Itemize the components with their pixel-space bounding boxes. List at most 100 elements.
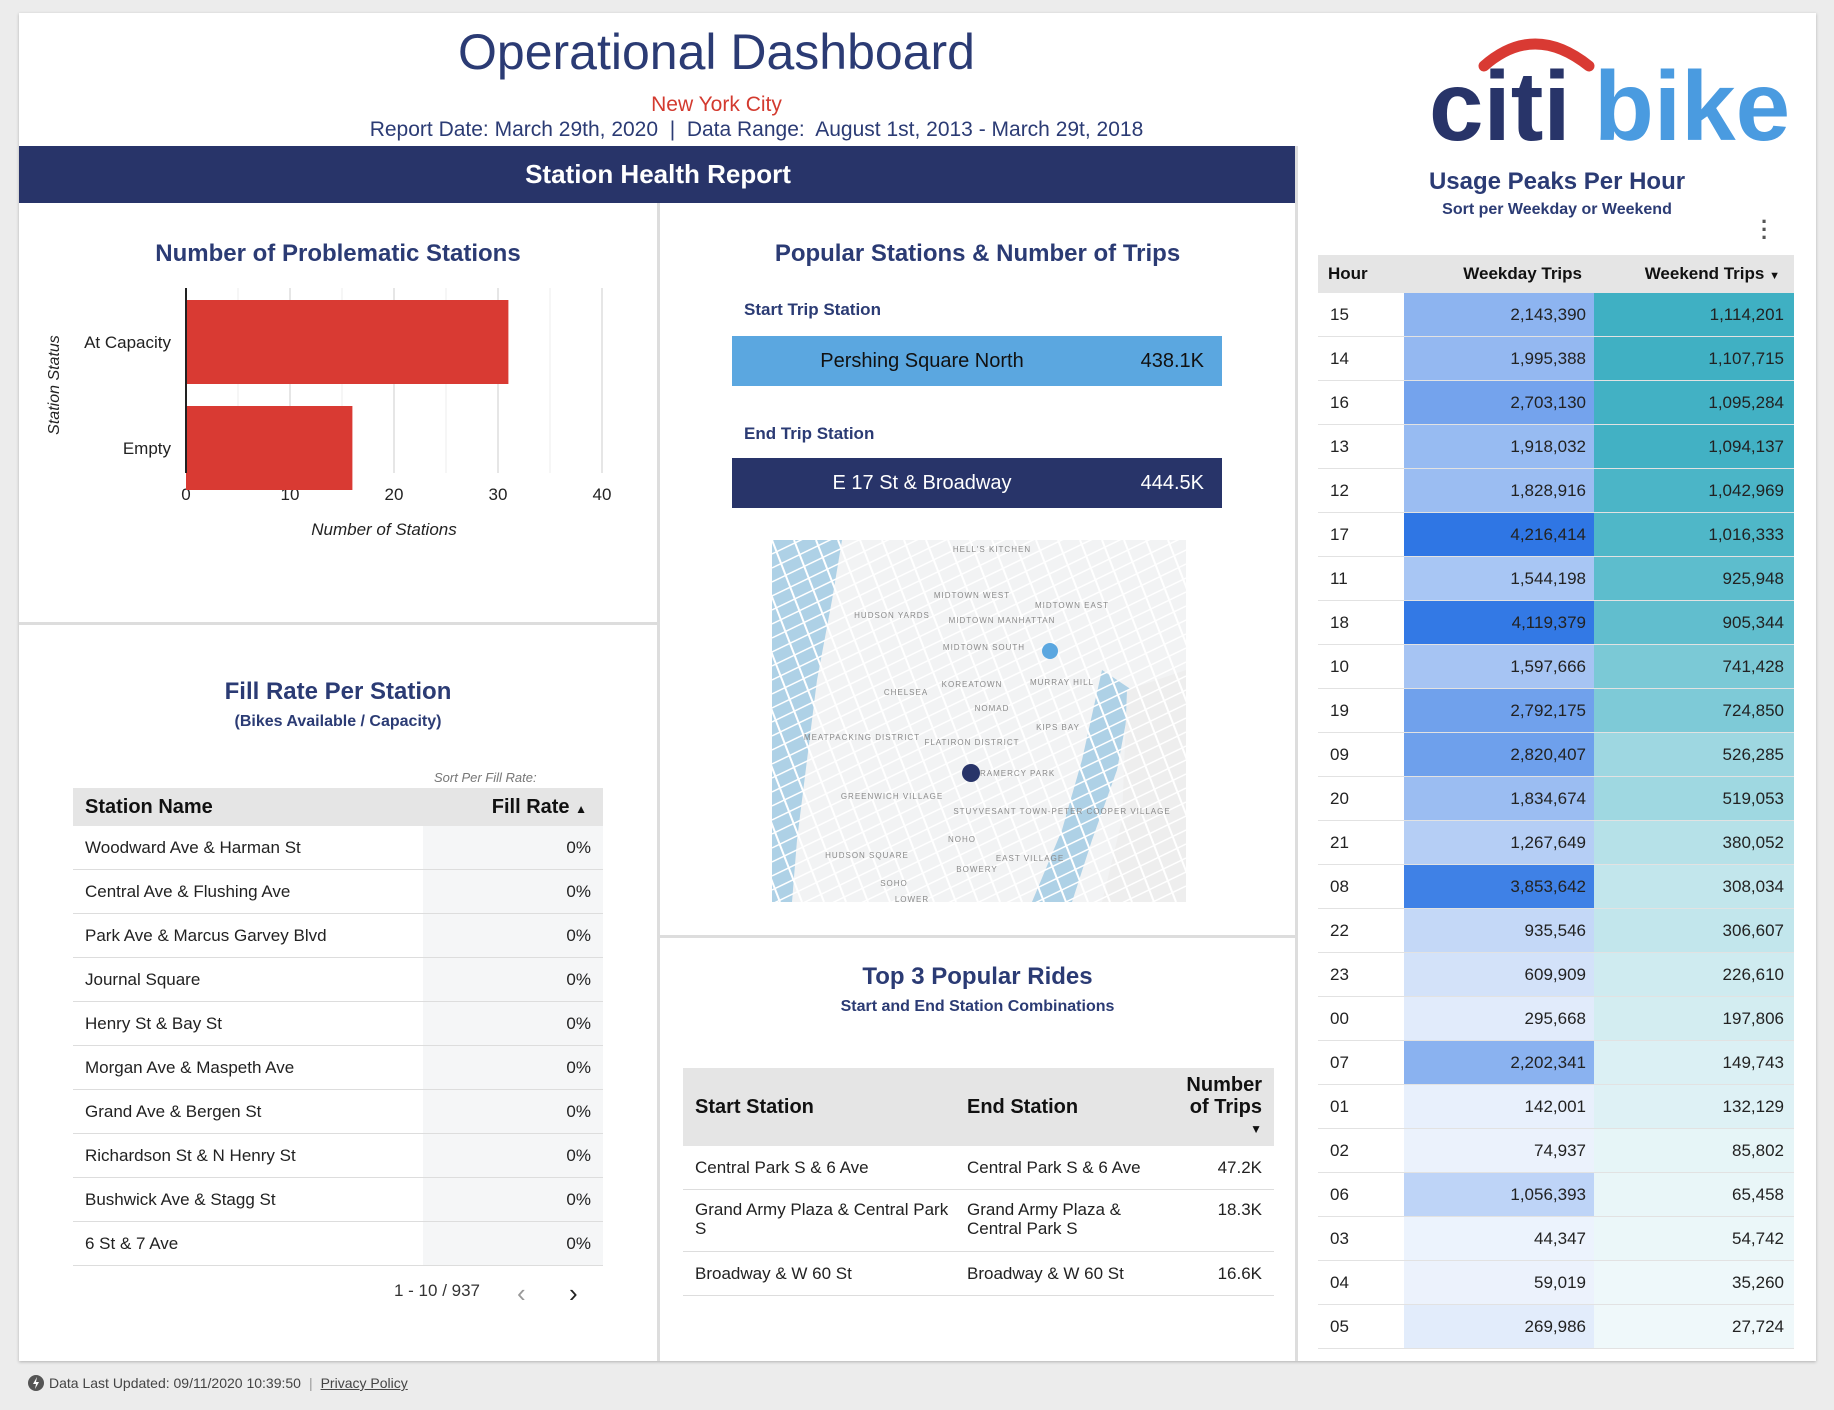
last-updated-text: Data Last Updated: 09/11/2020 10:39:50 [49,1375,301,1391]
table-row[interactable]: 12 1,828,916 1,042,969 [1318,469,1794,513]
weekday-cell: 1,995,388 [1404,337,1594,380]
table-row[interactable]: 00 295,668 197,806 [1318,997,1794,1041]
fill-rate-subtitle: (Bikes Available / Capacity) [234,713,442,730]
col-start-station[interactable]: Start Station [695,1096,814,1118]
category-label: At Capacity [84,333,171,352]
col-number-of-trips[interactable]: Number of Trips ▼ [1175,1068,1274,1146]
hour-cell: 21 [1318,821,1404,864]
end-station-cell: Central Park S & 6 Ave [967,1158,1141,1177]
table-row[interactable]: 18 4,119,379 905,344 [1318,601,1794,645]
table-row[interactable]: 14 1,995,388 1,107,715 [1318,337,1794,381]
map-street [774,703,1186,902]
bar[interactable] [186,300,509,384]
table-row[interactable]: 09 2,820,407 526,285 [1318,733,1794,777]
table-row[interactable]: 21 1,267,649 380,052 [1318,821,1794,865]
table-header: Hour Weekday Trips Weekend Trips ▼ [1318,255,1794,293]
weekend-cell: 905,344 [1594,601,1794,644]
divider [19,622,657,625]
col-weekend-trips[interactable]: Weekend Trips ▼ [1594,255,1794,293]
col-fill-rate[interactable]: Fill Rate ▲ [423,788,603,826]
table-row[interactable]: 6 St & 7 Ave 0% [73,1222,603,1266]
table-row[interactable]: Richardson St & N Henry St 0% [73,1134,603,1178]
more-options-icon[interactable]: · · · [1761,209,1769,250]
map-street [772,563,1186,765]
table-row[interactable]: Park Ave & Marcus Garvey Blvd 0% [73,914,603,958]
table-row[interactable]: 11 1,544,198 925,948 [1318,557,1794,601]
col-hour[interactable]: Hour [1328,264,1368,283]
table-row[interactable]: 06 1,056,393 65,458 [1318,1173,1794,1217]
table-row[interactable]: Central Ave & Flushing Ave 0% [73,870,603,914]
table-row[interactable]: Broadway & W 60 St Broadway & W 60 St 16.6… [683,1252,1274,1296]
end-station-cell: Grand Army Plaza & Central Park S [967,1200,1122,1238]
table-row[interactable]: 16 2,703,130 1,095,284 [1318,381,1794,425]
fill-rate-cell: 0% [423,1222,603,1265]
weekday-cell: 2,820,407 [1404,733,1594,776]
table-row[interactable]: 03 44,347 54,742 [1318,1217,1794,1261]
table-row[interactable]: 02 74,937 85,802 [1318,1129,1794,1173]
table-row[interactable]: 10 1,597,666 741,428 [1318,645,1794,689]
table-row[interactable]: 08 3,853,642 308,034 [1318,865,1794,909]
map-neighborhood-label: LOWER [895,895,929,902]
station-name-cell: Bushwick Ave & Stagg St [85,1190,276,1209]
table-row[interactable]: Henry St & Bay St 0% [73,1002,603,1046]
table-row[interactable]: 23 609,909 226,610 [1318,953,1794,997]
fill-rate-cell: 0% [423,1090,603,1133]
map-street [1006,815,1186,902]
weekday-cell: 2,703,130 [1404,381,1594,424]
weekday-cell: 4,216,414 [1404,513,1594,556]
start-station-marker[interactable] [1042,643,1058,659]
table-row[interactable]: 19 2,792,175 724,850 [1318,689,1794,733]
col-weekday-trips[interactable]: Weekday Trips [1463,264,1582,283]
table-row[interactable]: Morgan Ave & Maspeth Ave 0% [73,1046,603,1090]
usage-peaks-title: Usage Peaks Per Hour [1428,168,1686,195]
table-row[interactable]: 15 2,143,390 1,114,201 [1318,293,1794,337]
table-row[interactable]: Grand Ave & Bergen St 0% [73,1090,603,1134]
table-row[interactable]: 05 269,986 27,724 [1318,1305,1794,1349]
map-street [1013,540,1155,902]
category-label: Empty [123,439,172,458]
table-row[interactable]: 17 4,216,414 1,016,333 [1318,513,1794,557]
map-street [772,661,1186,863]
col-station-name[interactable]: Station Name [85,796,213,818]
fill-rate-cell: 0% [423,914,603,957]
table-row[interactable]: 04 59,019 35,260 [1318,1261,1794,1305]
table-row[interactable]: 01 142,001 132,129 [1318,1085,1794,1129]
problematic-title: Number of Problematic Stations [155,240,521,267]
top-rides-title: Top 3 Popular Rides [862,963,1093,990]
next-page-icon[interactable]: › [569,1278,578,1308]
map-street [803,717,1186,902]
table-row[interactable]: Journal Square 0% [73,958,603,1002]
table-row[interactable]: 22 935,546 306,607 [1318,909,1794,953]
table-row[interactable]: 13 1,918,032 1,094,137 [1318,425,1794,469]
popular-stations-title: Popular Stations & Number of Trips [774,240,1181,267]
bar[interactable] [186,406,353,490]
pager-range: 1 - 10 / 937 [394,1281,481,1300]
col-end-station[interactable]: End Station [967,1096,1079,1118]
map-neighborhood-label: SOHO [880,879,908,888]
table-row[interactable]: 20 1,834,674 519,053 [1318,777,1794,821]
table-row[interactable]: Central Park S & 6 Ave Central Park S & 6… [683,1146,1274,1190]
x-tick-label: 0 [181,485,190,504]
weekday-cell: 935,546 [1404,909,1594,952]
map-street [1035,540,1177,902]
end-station-marker[interactable] [962,764,980,782]
map-street [890,759,1186,902]
table-row[interactable]: Grand Army Plaza & Central Park S Grand A… [683,1190,1274,1252]
station-map[interactable]: HELL'S KITCHEN MIDTOWN WEST MIDTOWN EAST HU… [772,540,1186,902]
hour-cell: 13 [1318,425,1404,468]
fill-rate-cell: 0% [423,1178,603,1221]
trips-cell: 47.2K [1217,1158,1262,1177]
sort-up-icon: ▲ [575,802,587,816]
weekday-cell: 609,909 [1404,953,1594,996]
table-row[interactable]: Bushwick Ave & Stagg St 0% [73,1178,603,1222]
weekend-cell: 27,724 [1594,1305,1794,1348]
station-name-cell: Woodward Ave & Harman St [85,838,301,857]
footer-separator: | [308,1375,313,1391]
hour-cell: 16 [1318,381,1404,424]
map-street [772,594,891,902]
prev-page-icon[interactable]: ‹ [517,1278,526,1308]
hour-cell: 22 [1318,909,1404,952]
table-row[interactable]: Woodward Ave & Harman St 0% [73,826,603,870]
privacy-policy-link[interactable]: Privacy Policy [320,1375,408,1391]
table-row[interactable]: 07 2,202,341 149,743 [1318,1041,1794,1085]
